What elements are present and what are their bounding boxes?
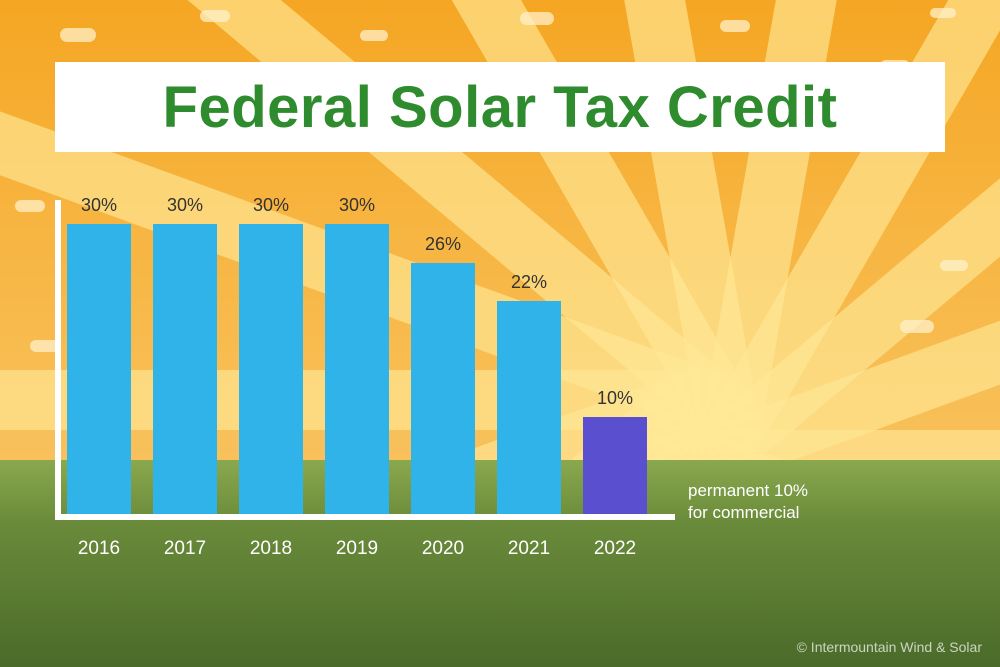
x-axis-label: 2017 (153, 538, 217, 560)
chart-title: Federal Solar Tax Credit (163, 74, 838, 141)
bar (67, 224, 131, 514)
bar-wrap: 10% (583, 417, 647, 514)
bar (411, 263, 475, 514)
bar (325, 224, 389, 514)
bar (497, 301, 561, 514)
bar-value-label: 30% (325, 195, 389, 216)
bar-wrap: 30% (67, 224, 131, 514)
bar-value-label: 22% (497, 272, 561, 293)
bar (153, 224, 217, 514)
x-axis-label: 2018 (239, 538, 303, 560)
bar-wrap: 22% (497, 301, 561, 514)
x-axis-label: 2021 (497, 538, 561, 560)
bar-chart: 30% 30% 30% 30% 26% 22% 10% 2016 2017 2018 2019 20… (55, 200, 675, 560)
bar-value-label: 30% (153, 195, 217, 216)
bar-wrap: 30% (239, 224, 303, 514)
bar-wrap: 30% (325, 224, 389, 514)
x-axis-labels: 2016 2017 2018 2019 2020 2021 2022 (61, 538, 681, 560)
bar-value-label: 30% (67, 195, 131, 216)
title-box: Federal Solar Tax Credit (55, 62, 945, 152)
x-axis-label: 2020 (411, 538, 475, 560)
x-axis-label: 2016 (67, 538, 131, 560)
commercial-note: permanent 10% for commercial (688, 480, 808, 524)
x-axis-label: 2022 (583, 538, 647, 560)
x-axis-label: 2019 (325, 538, 389, 560)
bar (239, 224, 303, 514)
bar-wrap: 30% (153, 224, 217, 514)
note-line-1: permanent 10% (688, 480, 808, 502)
bars-area: 30% 30% 30% 30% 26% 22% 10% (55, 200, 675, 520)
bar-value-label: 26% (411, 234, 475, 255)
bar-value-label: 10% (583, 388, 647, 409)
bar-value-label: 30% (239, 195, 303, 216)
bar (583, 417, 647, 514)
note-line-2: for commercial (688, 502, 808, 524)
copyright: © Intermountain Wind & Solar (797, 639, 982, 655)
bar-wrap: 26% (411, 263, 475, 514)
